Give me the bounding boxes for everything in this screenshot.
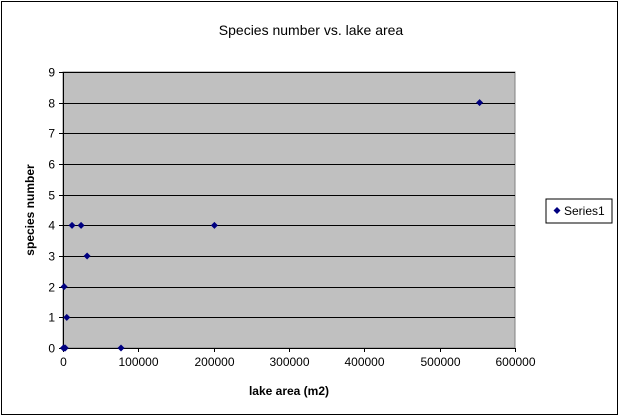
plot-area xyxy=(62,71,516,349)
legend-label-series1: Series1 xyxy=(564,204,605,218)
x-tick-label: 400000 xyxy=(344,355,384,369)
y-tick-labels: 0 1 2 3 4 5 6 7 8 9 xyxy=(48,66,55,356)
y-tick-label: 5 xyxy=(48,189,55,203)
y-tick-label: 9 xyxy=(48,66,55,80)
x-tick-label: 300000 xyxy=(269,355,309,369)
legend-marker-series1 xyxy=(553,207,561,214)
gridlines xyxy=(63,72,515,318)
data-point xyxy=(68,221,76,229)
axes xyxy=(59,72,516,352)
x-tick-label: 100000 xyxy=(118,355,158,369)
y-tick-label: 3 xyxy=(48,250,55,264)
data-point xyxy=(117,344,125,352)
y-tick-label: 2 xyxy=(48,281,55,295)
x-tick-label: 0 xyxy=(60,355,67,369)
x-tick-label: 500000 xyxy=(420,355,460,369)
data-point xyxy=(83,252,91,260)
y-tick-label: 8 xyxy=(48,97,55,111)
data-points xyxy=(59,99,484,352)
x-axis-label: lake area (m2) xyxy=(249,384,329,398)
x-tick-label: 600000 xyxy=(495,355,535,369)
data-point xyxy=(210,221,218,229)
data-point xyxy=(63,313,71,321)
y-tick-label: 1 xyxy=(48,311,55,325)
x-tick-label: 200000 xyxy=(194,355,234,369)
y-axis-label: species number xyxy=(23,164,37,256)
data-point xyxy=(77,221,85,229)
data-point xyxy=(476,99,484,107)
chart-title: Species number vs. lake area xyxy=(219,22,404,38)
y-tick-label: 7 xyxy=(48,127,55,141)
legend: Series1 xyxy=(545,198,613,224)
x-tick-labels: 0 100000 200000 300000 400000 500000 600000 xyxy=(60,355,536,369)
y-tick-label: 6 xyxy=(48,158,55,172)
data-point xyxy=(60,283,68,291)
y-tick-label: 4 xyxy=(48,219,55,233)
data-point xyxy=(61,344,69,352)
y-tick-label: 0 xyxy=(48,342,55,356)
